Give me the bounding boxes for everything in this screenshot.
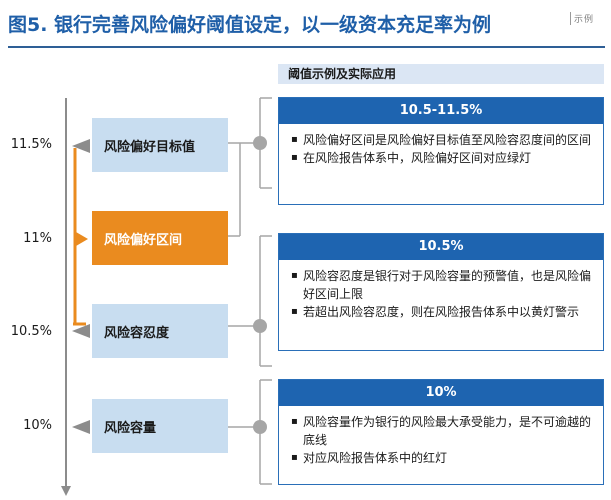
pointer-10-icon <box>72 420 90 434</box>
list-item: ▪ 若超出风险容忍度，则在风险报告体系中以黄灯警示 <box>287 303 595 321</box>
pointer-11-icon <box>76 232 88 246</box>
bullet-icon: ▪ <box>291 152 298 163</box>
list-item: ▪ 在风险报告体系中，风险偏好区间对应绿灯 <box>287 149 595 167</box>
pointer-11-5-icon <box>72 139 90 153</box>
bullet-icon: ▪ <box>291 452 298 463</box>
bracket-3-dot-icon <box>253 420 267 434</box>
card-title: 10.5% <box>279 234 603 260</box>
list-item: ▪ 风险容忍度是银行对于风险容量的预警值，也是风险偏好区间上限 <box>287 267 595 303</box>
bullet-icon: ▪ <box>291 134 298 145</box>
sample-stamp: 示例 <box>570 12 594 25</box>
bullet-text: 风险容量作为银行的风险最大承受能力，是不可逾越的底线 <box>303 415 592 447</box>
level-box-capacity: 风险容量 <box>92 399 228 453</box>
info-card-capacity: 10% ▪ 风险容量作为银行的风险最大承受能力，是不可逾越的底线 ▪ 对应风险报… <box>278 379 604 485</box>
level-box-range: 风险偏好区间 <box>92 211 228 265</box>
bullet-icon: ▪ <box>291 270 298 281</box>
info-card-tolerance: 10.5% ▪ 风险容忍度是银行对于风险容量的预警值，也是风险偏好区间上限 ▪ … <box>278 233 604 351</box>
bullet-text: 对应风险报告体系中的红灯 <box>303 451 448 465</box>
title-divider <box>8 46 605 48</box>
axis-label-11-5: 11.5% <box>10 137 52 152</box>
card-title: 10.5-11.5% <box>279 98 603 124</box>
axis-label-10-5: 10.5% <box>10 324 52 339</box>
info-card-range: 10.5-11.5% ▪ 风险偏好区间是风险偏好目标值至风险容忍度间的区间 ▪ … <box>278 97 604 205</box>
page-title: 图5. 银行完善风险偏好阈值设定，以一级资本充足率为例 <box>8 14 492 36</box>
bracket-2-dot-icon <box>253 319 267 333</box>
level-box-tolerance: 风险容忍度 <box>92 304 228 358</box>
list-item: ▪ 对应风险报告体系中的红灯 <box>287 449 595 467</box>
card-title: 10% <box>279 380 603 406</box>
bullet-icon: ▪ <box>291 306 298 317</box>
list-item: ▪ 风险容量作为银行的风险最大承受能力，是不可逾越的底线 <box>287 413 595 449</box>
pointer-10-5-icon <box>72 324 90 338</box>
axis-label-11: 11% <box>23 231 52 246</box>
bullet-text: 若超出风险容忍度，则在风险报告体系中以黄灯警示 <box>303 305 580 319</box>
bullet-text: 风险容忍度是银行对于风险容量的预警值，也是风险偏好区间上限 <box>303 269 592 301</box>
bracket-1-dot-icon <box>253 136 267 150</box>
axis-label-10: 10% <box>23 418 52 433</box>
bullet-icon: ▪ <box>291 416 298 427</box>
bullet-text: 风险偏好区间是风险偏好目标值至风险容忍度间的区间 <box>303 133 592 147</box>
list-item: ▪ 风险偏好区间是风险偏好目标值至风险容忍度间的区间 <box>287 131 595 149</box>
bullet-text: 在风险报告体系中，风险偏好区间对应绿灯 <box>303 151 532 165</box>
level-box-target: 风险偏好目标值 <box>92 118 228 172</box>
axis-arrow-down-icon <box>61 486 71 496</box>
section-header: 阈值示例及实际应用 <box>278 64 604 84</box>
